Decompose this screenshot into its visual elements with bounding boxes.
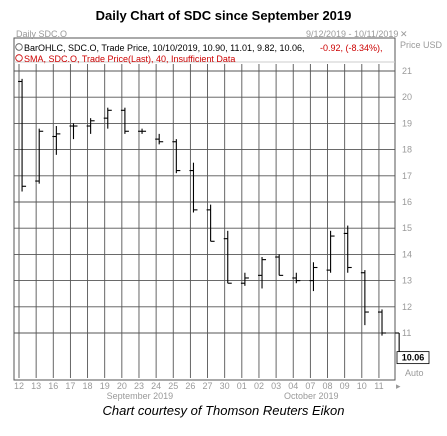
date-range: 9/12/2019 - 10/11/2019: [306, 29, 398, 39]
ohlc-bar: [189, 162, 198, 213]
y-tick-label: 18: [402, 145, 412, 155]
x-tick-label: 24: [151, 381, 161, 391]
chart-credit: Chart courtesy of Thomson Reuters Eikon: [102, 403, 345, 418]
ohlc-bars: [18, 78, 404, 358]
ohlc-bar: [360, 270, 369, 326]
x-tick-label: 03: [271, 381, 281, 391]
ohlc-bar: [378, 309, 387, 336]
y-tick-label: 17: [402, 171, 412, 181]
x-tick-label: 26: [185, 381, 195, 391]
legend-ohlc[interactable]: BarOHLC, SDC.O, Trade Price, 10/10/2019,…: [15, 43, 383, 53]
ohlc-bar: [275, 254, 284, 276]
legend-toggle-icon[interactable]: [15, 43, 23, 51]
ohlc-bar: [240, 272, 249, 286]
x-tick-label: 02: [254, 381, 264, 391]
y-axis: 11 12 13 14 15 16 17 18 19 20 21: [402, 66, 412, 338]
x-tick-label: 25: [168, 381, 178, 391]
ohlc-bar: [86, 118, 95, 134]
plot-frame: [13, 37, 396, 381]
ohlc-bar: [223, 230, 232, 284]
y-tick-label: 13: [402, 276, 412, 286]
x-tick-label: 19: [100, 381, 110, 391]
ohlc-bar: [18, 78, 27, 192]
auto-scale-button[interactable]: Auto: [405, 368, 424, 378]
y-tick-label: 16: [402, 197, 412, 207]
ohlc-bar: [155, 133, 164, 145]
ohlc-bar: [292, 272, 301, 284]
ric-label: Daily SDC.O: [16, 29, 67, 39]
last-price-box: [396, 351, 430, 365]
legend-sma[interactable]: SMA, SDC.O, Trade Price(Last), 40, Insuf…: [15, 54, 236, 64]
x-tick-label: 12: [14, 381, 24, 391]
x-month-label: October 2019: [284, 391, 339, 401]
ohlc-bar: [35, 128, 44, 184]
x-tick-label: 09: [340, 381, 350, 391]
ohlc-bar: [69, 123, 78, 140]
x-tick-label: 07: [305, 381, 315, 391]
y-tick-label: 14: [402, 249, 412, 259]
legend-toggle-icon[interactable]: [15, 54, 23, 62]
x-month-label: September 2019: [107, 391, 174, 401]
x-axis: 12 13 16 17 18 19 20 23 24 25 26 27 30 01 02 03 04 07 08 09…: [14, 368, 424, 401]
grid: [14, 64, 395, 378]
x-tick-label: 30: [220, 381, 230, 391]
close-icon[interactable]: ✕: [400, 29, 408, 39]
ohlc-bar: [172, 139, 181, 174]
x-tick-label: 18: [83, 381, 93, 391]
y-tick-label: 21: [402, 66, 412, 76]
legend-ohlc-change: -0.92, (-8.34%),: [320, 43, 383, 53]
x-tick-label: 23: [134, 381, 144, 391]
ohlc-bar: [309, 262, 318, 292]
legend-sma-text: SMA, SDC.O, Trade Price(Last), 40, Insuf…: [24, 54, 235, 64]
ohlc-bar: [120, 107, 129, 134]
ohlc-bar: [326, 230, 335, 273]
y-tick-label: 11: [402, 328, 411, 338]
legend-ohlc-text: BarOHLC, SDC.O, Trade Price, 10/10/2019,…: [24, 43, 305, 53]
ohlc-bar: [343, 225, 352, 273]
x-tick-label: 16: [48, 381, 58, 391]
ohlc-bar: [52, 126, 61, 155]
ohlc-bar: [103, 107, 112, 129]
y-tick-label: 20: [402, 92, 412, 102]
x-tick-label: 04: [288, 381, 298, 391]
x-tick-label: 11: [374, 381, 383, 391]
scroll-right-icon[interactable]: ▸: [396, 381, 401, 391]
x-tick-label: 27: [203, 381, 213, 391]
currency-label: Price USD: [400, 40, 443, 50]
ohlc-bar: [138, 128, 147, 134]
x-tick-label: 01: [237, 381, 247, 391]
y-tick-label: 15: [402, 223, 412, 233]
last-price-marker: 10.06: [396, 351, 430, 365]
y-tick-label: 19: [402, 118, 412, 128]
x-tick-label: 08: [323, 381, 333, 391]
chart-title: Daily Chart of SDC since September 2019: [95, 8, 352, 23]
x-tick-label: 10: [357, 381, 367, 391]
y-tick-label: 12: [402, 302, 412, 312]
ohlc-bar: [258, 257, 267, 289]
x-tick-label: 13: [31, 381, 41, 391]
x-tick-label: 17: [65, 381, 75, 391]
last-price-label: 10.06: [402, 353, 425, 363]
x-tick-label: 20: [117, 381, 127, 391]
ohlc-bar: [206, 204, 215, 242]
